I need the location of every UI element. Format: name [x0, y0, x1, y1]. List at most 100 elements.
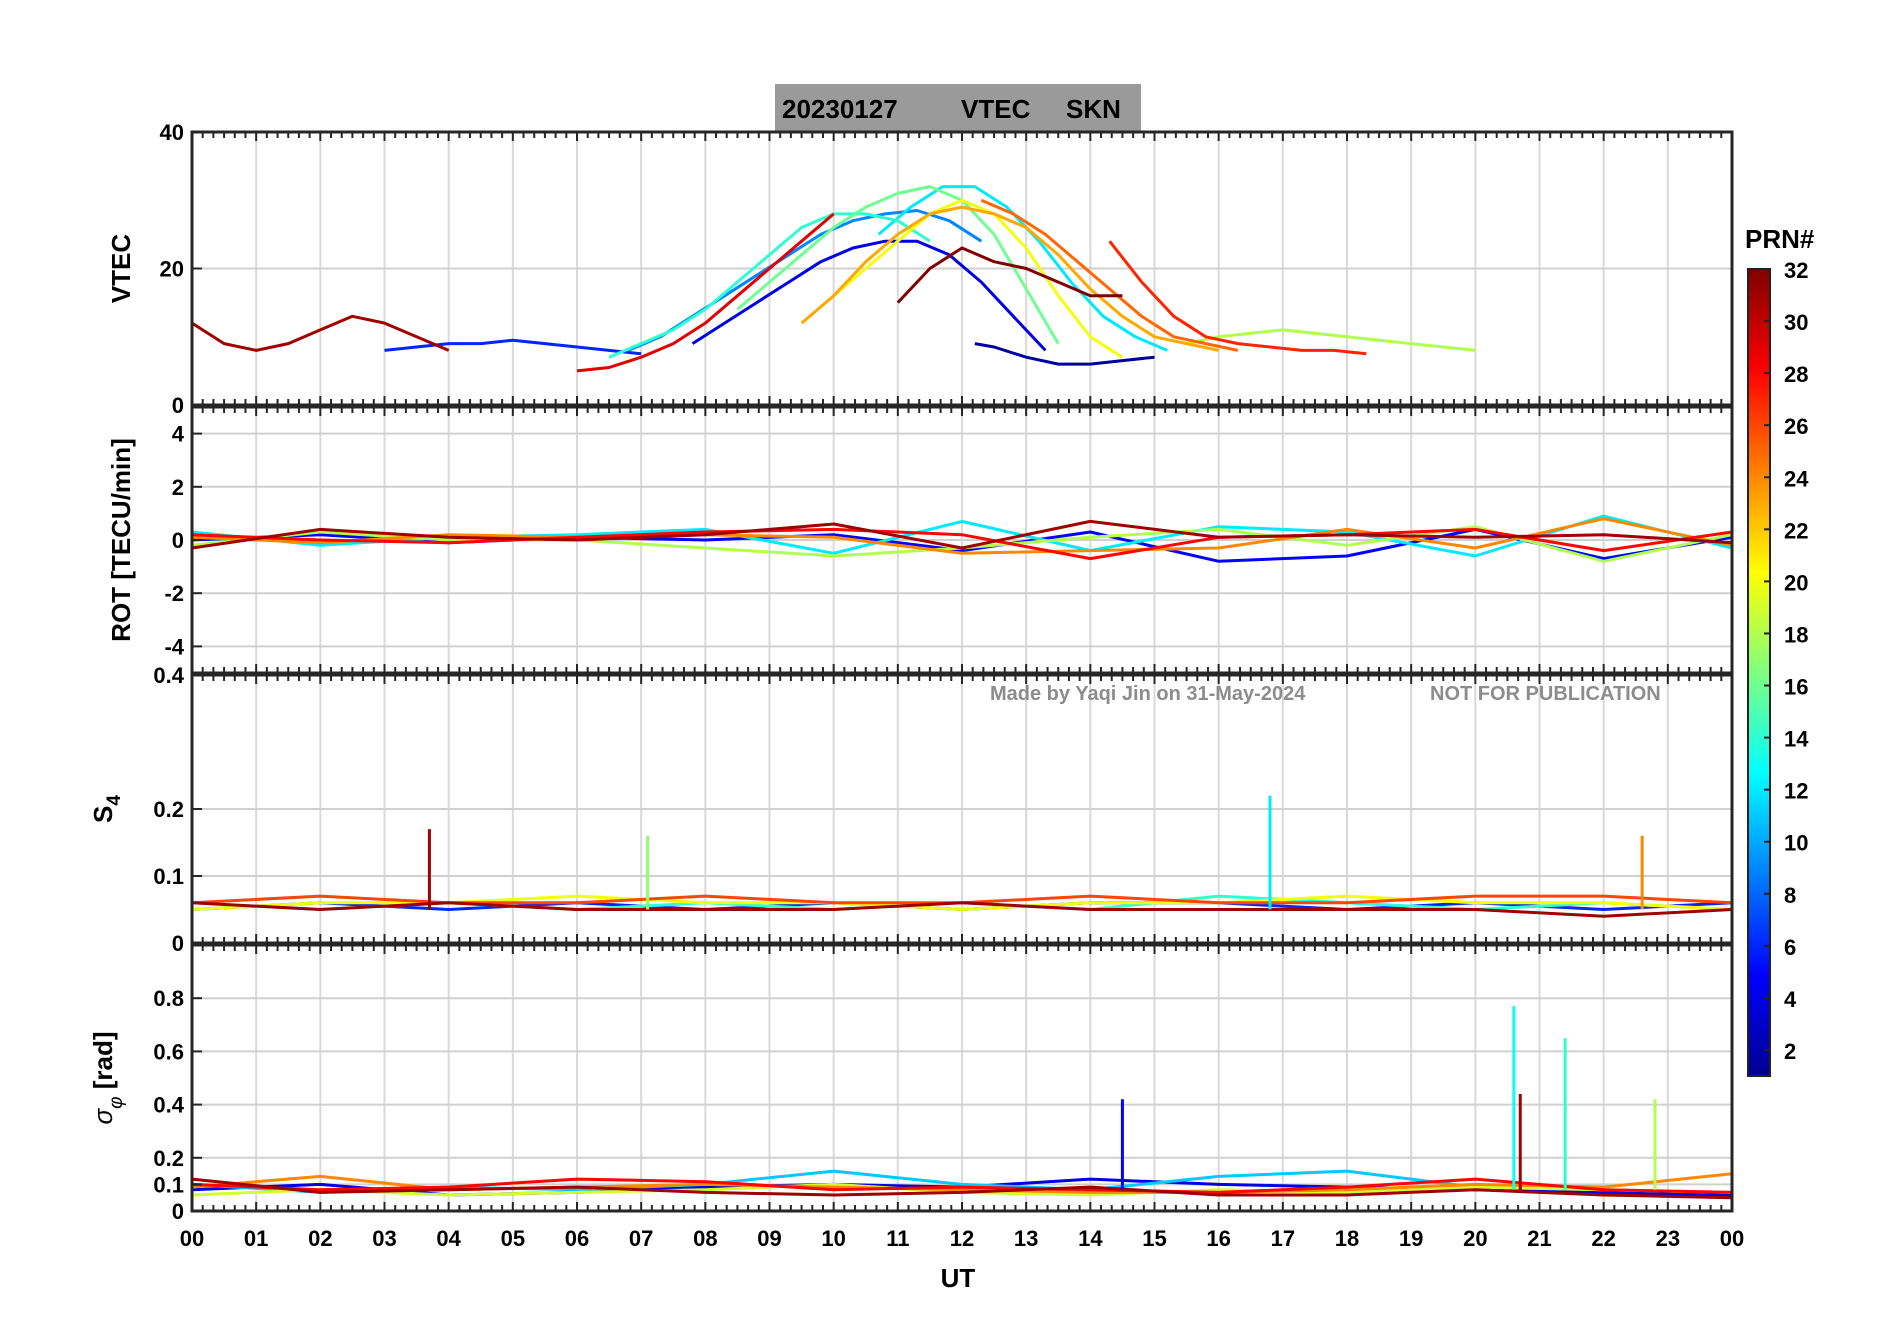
x-tick-label: 22 [1591, 1226, 1615, 1251]
series-line-prn-18 [1186, 328, 1476, 352]
series-line-prn-28 [191, 1177, 1733, 1194]
colorbar-tick-label: 22 [1784, 518, 1808, 543]
colorbar-tick-label: 32 [1784, 258, 1808, 283]
x-axis: 00 01 02 03 04 05 06 07 08 09 10 11 12 13 14 15 16 17 18 19… [180, 1226, 1744, 1251]
colorbar-tick-label: 24 [1784, 466, 1809, 491]
x-tick-label: 17 [1271, 1226, 1295, 1251]
colorbar-tick-label: 10 [1784, 831, 1808, 856]
y-tick-label: 0.6 [153, 1039, 184, 1064]
title-quantity: VTEC [961, 94, 1031, 124]
colorbar-tick-label: 30 [1784, 310, 1808, 335]
series-line-prn-2 [974, 342, 1155, 366]
panel-s4: 0 0.1 0.2 0.4 S4 [88, 663, 1734, 956]
y-tick-label: 0.4 [153, 1093, 184, 1118]
y-tick-label: 2 [172, 475, 184, 500]
y-tick-label: 0.1 [153, 864, 184, 889]
x-tick-label: 02 [308, 1226, 332, 1251]
y-tick-label: 0 [172, 393, 184, 418]
y-tick-label: 0 [172, 528, 184, 553]
x-tick-label: 23 [1656, 1226, 1680, 1251]
y-tick-label: -2 [164, 581, 184, 606]
series-group [191, 1006, 1733, 1200]
x-tick-label: 05 [501, 1226, 525, 1251]
x-tick-label: 20 [1463, 1226, 1487, 1251]
y-axis-label: VTEC [106, 234, 136, 304]
y-tick-label: 0 [172, 931, 184, 956]
y-axis-label: S4 [88, 795, 125, 823]
colorbar-tick-label: 4 [1784, 987, 1797, 1012]
x-tick-label: 10 [821, 1226, 845, 1251]
series-line-prn-31 [191, 519, 1733, 550]
colorbar-tick-label: 28 [1784, 362, 1808, 387]
x-tick-label: 07 [629, 1226, 653, 1251]
title-date: 20230127 [782, 94, 898, 124]
y-tick-label: 0 [172, 1199, 184, 1224]
x-tick-label: 13 [1014, 1226, 1038, 1251]
colorbar-gradient [1747, 268, 1771, 1077]
y-axis-label: σφ [rad] [88, 1031, 127, 1124]
series-line-prn-31 [191, 1177, 1733, 1200]
colorbar-tick-label: 12 [1784, 779, 1808, 804]
colorbar-tick-label: 6 [1784, 935, 1796, 960]
colorbar-label: PRN# [1745, 224, 1815, 254]
panel-sigma_phi: 00.10.2 0.4 0.6 0.8 σφ [rad] [88, 943, 1734, 1224]
series-line-prn-23 [800, 205, 1220, 352]
series-line-prn-29 [576, 212, 835, 373]
y-tick-label: -4 [164, 634, 184, 659]
x-axis-label: UT [941, 1263, 976, 1293]
series-line-prn-27 [1108, 240, 1367, 356]
x-tick-label: 15 [1142, 1226, 1166, 1251]
title-box: 20230127 VTEC SKN [775, 84, 1141, 132]
x-tick-label: 12 [950, 1226, 974, 1251]
x-tick-label: 11 [886, 1226, 909, 1251]
series-line-prn-6 [384, 338, 642, 356]
series-line-prn-25 [980, 198, 1239, 352]
series-group [191, 795, 1733, 918]
x-tick-label: 14 [1078, 1226, 1103, 1251]
y-tick-label: 20 [160, 257, 184, 282]
x-tick-label: 00 [1720, 1226, 1744, 1251]
y-tick-label: 0.2 [153, 1146, 184, 1171]
x-tick-label: 01 [244, 1226, 268, 1251]
panel-rot: -4 -2 0 2 4 ROT [TECU/min] [106, 405, 1734, 675]
series-line-prn-32 [896, 246, 1123, 304]
series-line-prn-24 [191, 517, 1733, 555]
series-line-prn-4 [691, 239, 1047, 352]
colorbar-tick-label: 18 [1784, 622, 1808, 647]
y-tick-label: 0.1 [153, 1172, 184, 1197]
x-tick-label: 09 [757, 1226, 781, 1251]
x-tick-label: 16 [1206, 1226, 1230, 1251]
y-tick-label: 0.4 [153, 663, 184, 688]
x-tick-label: 00 [180, 1226, 204, 1251]
colorbar-tick-label: 8 [1784, 883, 1796, 908]
x-tick-label: 06 [565, 1226, 589, 1251]
y-tick-label: 4 [172, 422, 185, 447]
series-line-prn-28 [191, 527, 1733, 561]
series-line-prn-20 [832, 198, 1124, 359]
y-tick-label: 40 [160, 120, 184, 145]
colorbar-tick-label: 16 [1784, 675, 1808, 700]
x-tick-label: 03 [372, 1226, 396, 1251]
series-line-prn-31 [191, 314, 450, 352]
y-tick-label: 0.8 [153, 986, 184, 1011]
series-line-prn-16 [736, 185, 1060, 345]
x-tick-label: 21 [1527, 1226, 1551, 1251]
y-tick-label: 0.2 [153, 797, 184, 822]
x-tick-label: 18 [1335, 1226, 1359, 1251]
watermark-made-by: Made by Yaqi Jin on 31-May-2024 [990, 683, 1306, 705]
series-group [191, 514, 1733, 563]
x-tick-label: 04 [436, 1226, 461, 1251]
watermark-notice: NOT FOR PUBLICATION [1430, 683, 1661, 705]
y-axis-label: ROT [TECU/min] [106, 438, 136, 642]
colorbar-tick-label: 14 [1784, 727, 1809, 752]
colorbar-tick-label: 2 [1784, 1039, 1796, 1064]
series-line-prn-14 [608, 212, 931, 359]
colorbar-tick-label: 20 [1784, 570, 1808, 595]
series-line-prn-31 [191, 901, 1733, 918]
x-tick-label: 08 [693, 1226, 717, 1251]
x-tick-label: 19 [1399, 1226, 1423, 1251]
